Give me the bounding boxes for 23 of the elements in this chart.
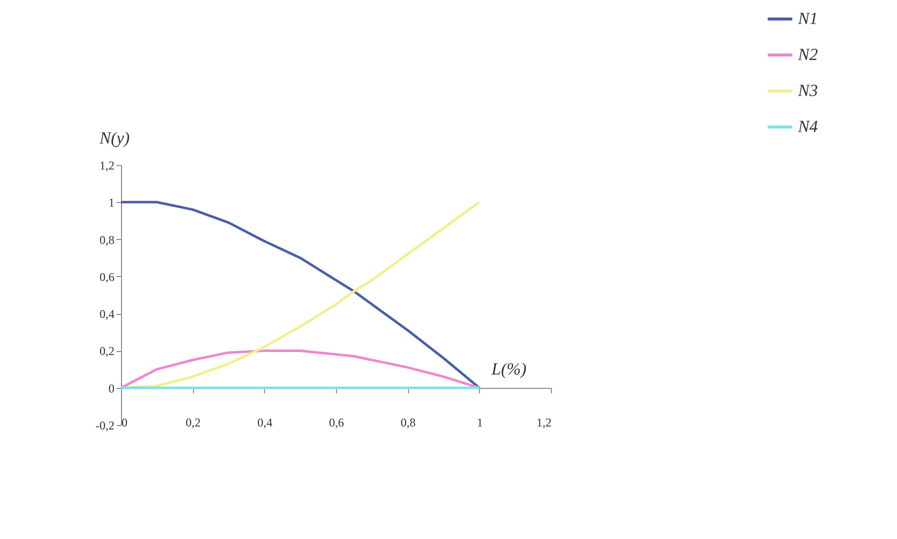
y-tick-label: 0: [108, 381, 114, 396]
x-tick-label: 0,8: [400, 415, 416, 430]
y-tick-label: 1: [108, 196, 114, 210]
y-tick-label: 1,2: [100, 158, 114, 172]
x-tick-label: 1,2: [536, 415, 552, 430]
y-tick-label: 0,4: [100, 307, 114, 322]
legend-label: N3: [797, 81, 818, 100]
line-series: [120, 200, 481, 390]
x-tick-label: 0: [122, 415, 128, 430]
y-tick-label: 0,6: [100, 270, 114, 284]
x-axis-title: L(%): [490, 359, 527, 378]
line-series: [120, 349, 481, 390]
x-tick-label: 0,4: [257, 415, 272, 430]
y-axis-title: N(y): [98, 128, 130, 148]
legend-label: N2: [797, 45, 818, 64]
x-tick-label: 1: [476, 415, 483, 430]
x-tick-label: 0,6: [329, 415, 344, 430]
y-tick-label: 0,2: [100, 344, 114, 358]
legend-label: N4: [797, 117, 818, 136]
legend-label: N1: [797, 9, 818, 28]
y-tick-label: 0,8: [100, 232, 114, 247]
y-tick-label: -0,2: [96, 418, 114, 432]
x-tick-label: 0,2: [186, 415, 201, 430]
